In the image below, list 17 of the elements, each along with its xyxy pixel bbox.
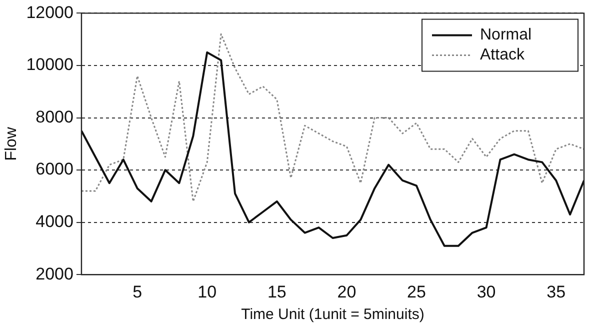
legend-label: Attack bbox=[480, 46, 526, 64]
x-tick-label: 35 bbox=[546, 282, 566, 302]
x-tick-label: 5 bbox=[132, 282, 142, 302]
y-axis-title: Flow bbox=[3, 126, 20, 161]
x-tick-label: 25 bbox=[407, 282, 426, 302]
y-tick-label: 12000 bbox=[26, 2, 74, 22]
x-axis-title: Time Unit (1unit = 5minuits) bbox=[241, 306, 424, 324]
y-tick-label: 6000 bbox=[36, 160, 74, 179]
legend-label: Normal bbox=[480, 26, 532, 44]
y-tick-label: 4000 bbox=[36, 212, 74, 232]
x-tick-label: 20 bbox=[337, 282, 356, 302]
y-tick-label: 2000 bbox=[36, 264, 74, 284]
y-tick-label: 10000 bbox=[26, 55, 74, 74]
x-tick-label: 10 bbox=[198, 282, 217, 302]
y-tick-label: 8000 bbox=[36, 107, 74, 126]
x-tick-label: 30 bbox=[476, 282, 496, 302]
x-tick-label: 15 bbox=[267, 282, 286, 302]
